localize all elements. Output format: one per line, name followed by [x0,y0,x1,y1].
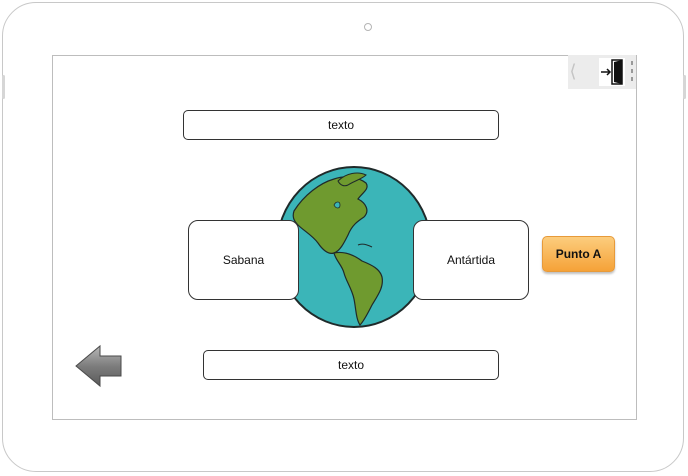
back-arrow-icon[interactable] [74,344,124,388]
bottom-text-field[interactable]: texto [203,350,499,380]
menu-dots-icon[interactable] [630,60,634,82]
globe-image [276,166,432,328]
side-button-left [2,75,5,99]
camera-dot [364,23,372,31]
side-button-right [683,75,686,99]
chevron-left-icon[interactable]: ⟨ [569,61,577,81]
card-antartida[interactable]: Antártida [413,220,529,300]
exit-door-icon[interactable] [598,57,626,87]
punto-a-button[interactable]: Punto A [542,236,615,272]
top-text-field[interactable]: texto [183,110,499,140]
punto-a-label: Punto A [555,247,602,261]
card-sabana-label: Sabana [222,253,265,267]
card-sabana[interactable]: Sabana [188,220,299,300]
card-antartida-label: Antártida [446,253,496,267]
